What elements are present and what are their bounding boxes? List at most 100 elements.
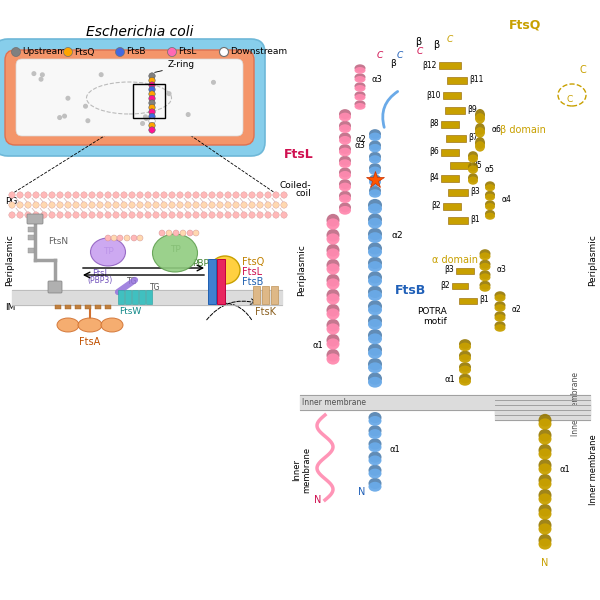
Ellipse shape: [339, 133, 351, 142]
FancyBboxPatch shape: [48, 281, 62, 293]
Ellipse shape: [539, 429, 551, 442]
Text: Periplasmic: Periplasmic: [298, 244, 307, 296]
Circle shape: [281, 192, 287, 198]
Bar: [85, 305, 91, 309]
Circle shape: [141, 122, 145, 125]
Bar: [28, 227, 34, 232]
Ellipse shape: [468, 173, 478, 182]
Circle shape: [233, 192, 239, 198]
Circle shape: [173, 230, 179, 236]
Circle shape: [145, 192, 151, 198]
Text: β domain: β domain: [500, 125, 546, 135]
Circle shape: [81, 192, 87, 198]
Circle shape: [185, 212, 191, 218]
Ellipse shape: [368, 218, 382, 229]
Text: coil: coil: [295, 188, 311, 197]
Ellipse shape: [475, 141, 485, 152]
Ellipse shape: [539, 459, 551, 472]
Circle shape: [111, 235, 117, 241]
Bar: [452, 283, 468, 289]
Text: motif: motif: [423, 317, 447, 325]
Ellipse shape: [326, 338, 340, 350]
Ellipse shape: [355, 73, 365, 81]
Circle shape: [33, 202, 39, 208]
Ellipse shape: [339, 191, 351, 201]
Ellipse shape: [494, 321, 505, 330]
Ellipse shape: [539, 538, 551, 550]
Circle shape: [41, 192, 47, 198]
Text: α1: α1: [560, 466, 571, 475]
Ellipse shape: [355, 76, 365, 83]
Circle shape: [193, 202, 199, 208]
Circle shape: [57, 202, 63, 208]
Circle shape: [180, 230, 186, 236]
Circle shape: [105, 212, 111, 218]
Circle shape: [233, 202, 239, 208]
Circle shape: [265, 212, 271, 218]
Text: FtsB: FtsB: [242, 277, 263, 287]
Circle shape: [159, 230, 165, 236]
Ellipse shape: [339, 124, 351, 133]
Ellipse shape: [368, 362, 382, 373]
Text: β11: β11: [469, 76, 484, 85]
FancyBboxPatch shape: [16, 59, 243, 136]
Ellipse shape: [368, 344, 382, 356]
Text: α4: α4: [502, 196, 512, 205]
Ellipse shape: [459, 354, 471, 363]
Text: β3: β3: [444, 265, 454, 275]
Text: Downstream: Downstream: [230, 47, 287, 56]
Ellipse shape: [368, 482, 382, 491]
Bar: [105, 305, 111, 309]
Text: FtsL: FtsL: [284, 148, 314, 161]
Text: FtsA: FtsA: [79, 337, 101, 347]
Circle shape: [25, 212, 31, 218]
Ellipse shape: [339, 159, 351, 168]
Ellipse shape: [539, 493, 551, 505]
Circle shape: [177, 202, 183, 208]
Text: Inner membrane: Inner membrane: [589, 434, 598, 505]
Bar: [443, 92, 461, 99]
Circle shape: [129, 192, 135, 198]
Circle shape: [201, 212, 207, 218]
Ellipse shape: [479, 249, 491, 258]
Bar: [217, 259, 225, 304]
Bar: [439, 62, 461, 69]
Bar: [441, 121, 459, 128]
Ellipse shape: [368, 247, 382, 257]
Circle shape: [169, 212, 175, 218]
Ellipse shape: [479, 284, 491, 292]
Ellipse shape: [355, 94, 365, 101]
Text: Inner membrane: Inner membrane: [571, 373, 580, 437]
Text: TP: TP: [103, 247, 113, 257]
Circle shape: [86, 119, 89, 122]
Ellipse shape: [57, 318, 79, 332]
Text: β4: β4: [429, 173, 439, 182]
Circle shape: [65, 192, 71, 198]
Circle shape: [161, 192, 167, 198]
Circle shape: [41, 202, 47, 208]
Circle shape: [149, 122, 155, 128]
Ellipse shape: [339, 202, 351, 212]
Ellipse shape: [459, 377, 471, 386]
Circle shape: [145, 202, 151, 208]
Text: β5: β5: [472, 160, 482, 169]
Circle shape: [209, 212, 215, 218]
Ellipse shape: [369, 189, 381, 198]
Circle shape: [137, 212, 143, 218]
Bar: [65, 305, 71, 309]
Ellipse shape: [368, 319, 382, 330]
Bar: [125, 290, 131, 304]
Bar: [441, 149, 459, 156]
Text: N: N: [541, 558, 548, 568]
Text: C: C: [447, 35, 453, 44]
Bar: [450, 162, 470, 169]
Circle shape: [273, 192, 279, 198]
Circle shape: [212, 80, 215, 84]
Circle shape: [265, 192, 271, 198]
Text: β12: β12: [422, 61, 437, 70]
Circle shape: [193, 212, 199, 218]
Ellipse shape: [210, 256, 240, 284]
Circle shape: [233, 212, 239, 218]
Circle shape: [153, 212, 159, 218]
Text: α2: α2: [392, 230, 404, 239]
